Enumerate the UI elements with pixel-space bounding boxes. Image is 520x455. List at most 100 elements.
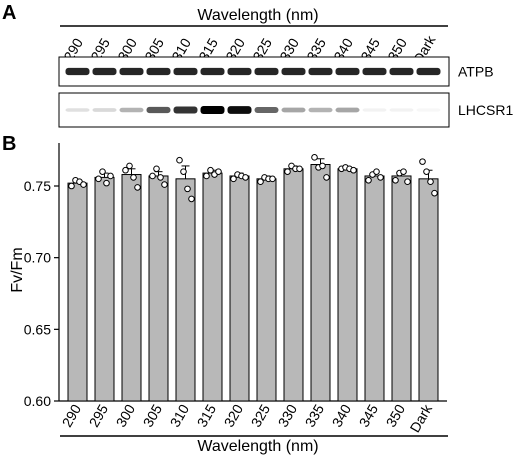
data-point (284, 168, 291, 175)
data-point (423, 168, 430, 175)
bar-group (364, 168, 385, 402)
blot-band (335, 107, 360, 113)
data-point (80, 181, 87, 188)
blot-band (416, 108, 441, 112)
bar (121, 174, 142, 402)
blot-band (335, 67, 360, 76)
y-axis: 0.60 0.65 0.70 0.75 (24, 143, 447, 409)
bar-group (202, 166, 223, 402)
blot-band (146, 106, 171, 114)
bar (391, 175, 412, 402)
bar (94, 176, 115, 402)
data-point (350, 166, 357, 174)
blot-atpb: ATPB (58, 56, 494, 87)
blot-band (308, 67, 333, 76)
x-tick-label: 310 (167, 401, 193, 429)
data-point (319, 162, 326, 170)
bar (364, 175, 385, 402)
panel-b: B Fv/Fm 0.60 0.65 0.70 0.75 290 295 300 305 310… (2, 133, 448, 455)
bar (337, 168, 358, 402)
bar-group (229, 171, 250, 402)
data-point (68, 182, 75, 190)
data-point (157, 174, 164, 181)
x-tick-label: 350 (383, 401, 409, 429)
data-point (427, 178, 434, 185)
bar-group (94, 168, 115, 402)
data-point (392, 176, 399, 184)
x-tick-label: 345 (356, 401, 382, 429)
blot-band (92, 108, 117, 112)
blot-band (308, 107, 333, 113)
blot-band (254, 67, 279, 76)
bar-group (283, 162, 304, 402)
x-tick-labels: 290 295 300 305 310 315 320 325 330 335 340 345 350D… (59, 401, 436, 435)
blot-band (281, 67, 306, 76)
data-point (257, 178, 264, 185)
blot-band (281, 107, 306, 113)
bar (283, 168, 304, 402)
blot-band (362, 108, 387, 112)
x-tick-label: 325 (248, 401, 274, 429)
x-tick-label: 305 (140, 401, 166, 429)
data-point (134, 184, 141, 191)
data-point (404, 178, 411, 185)
bar-group (418, 158, 439, 402)
bar (418, 178, 439, 402)
data-point (103, 179, 110, 187)
y-tick-label: 0.75 (24, 178, 51, 194)
y-tick-label: 0.65 (24, 321, 51, 337)
bar (256, 178, 277, 402)
blot-band (227, 106, 252, 114)
bar-group (148, 165, 169, 402)
bar (310, 164, 331, 402)
blot-band (362, 67, 387, 76)
panel-a: A Wavelength (nm) 290 295 300 305 310 315 320 3… (2, 2, 513, 128)
data-point (323, 174, 330, 181)
data-point (215, 168, 222, 175)
data-point (180, 168, 187, 175)
blot-band (146, 67, 171, 76)
x-tick-label: 315 (194, 401, 220, 429)
bar (202, 172, 223, 402)
blot-band (119, 107, 144, 113)
blots: ATPB LHCSR1 (58, 56, 513, 128)
bar-group (337, 164, 358, 402)
bar (175, 178, 196, 402)
x-tick-label: 330 (275, 401, 301, 429)
data-point (126, 162, 133, 170)
data-point (311, 154, 318, 161)
data-point (400, 168, 407, 175)
data-point (99, 168, 106, 175)
x-tick-label: Dark (406, 401, 435, 435)
blot-band (200, 67, 225, 76)
panel-a-xlabel: Wavelength (nm) (197, 7, 318, 24)
data-point (95, 175, 102, 183)
blot-band (92, 67, 117, 76)
blot-lhcsr1: LHCSR1 (58, 92, 513, 128)
blot-label: ATPB (458, 64, 494, 80)
data-point (207, 166, 214, 174)
data-point (184, 185, 191, 193)
data-point (188, 195, 195, 203)
blot-band (389, 67, 414, 76)
blot-band (416, 67, 441, 76)
blot-band (227, 67, 252, 76)
blot-band (119, 67, 144, 76)
data-point (149, 172, 156, 180)
data-point (203, 172, 210, 180)
data-point (242, 174, 249, 181)
data-point (230, 175, 237, 183)
x-tick-label: 290 (59, 401, 85, 429)
panel-a-letter: A (2, 2, 16, 24)
x-tick-label: 340 (329, 401, 355, 429)
blot-band (254, 107, 279, 113)
bar-group (256, 174, 277, 402)
bar (229, 175, 250, 402)
bar-group (67, 176, 88, 402)
bars (67, 154, 439, 402)
data-point (296, 165, 303, 173)
bar-group (391, 168, 412, 402)
x-tick-label: 295 (86, 401, 112, 429)
data-point (130, 174, 137, 181)
